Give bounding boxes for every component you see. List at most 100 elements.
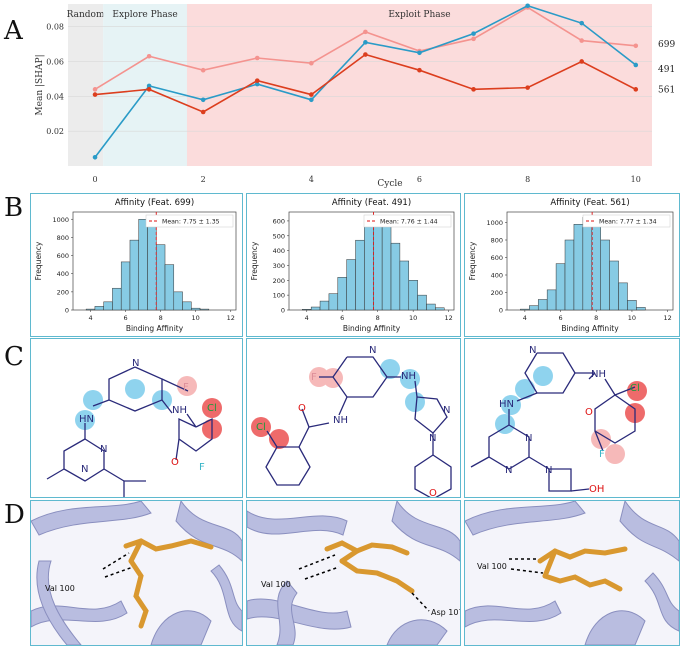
- histogram-bar: [85, 308, 96, 311]
- x-tick-label: 6: [340, 314, 344, 322]
- series-point-561: [92, 92, 98, 97]
- docking-pose-3: Val 100: [465, 501, 679, 645]
- residue-label: Asp 107: [431, 608, 460, 617]
- docking-panel-2: Val 100 Asp 107: [246, 500, 461, 646]
- histogram-title: Affinity (Feat. 699): [115, 198, 194, 208]
- shap-line-chart: Random Explore Phase Exploit Phase 0.02 0.04…: [35, 3, 675, 189]
- feature-highlight-491: [495, 414, 515, 434]
- y-tick-label: 0: [65, 307, 69, 315]
- y-tick-label: 0.02: [46, 127, 64, 136]
- feature-highlight-491: [125, 379, 145, 399]
- residue-label: Val 100: [261, 580, 291, 589]
- x-tick-label: 4: [305, 314, 309, 322]
- histogram-bar: [381, 225, 392, 311]
- y-tick-label: 0.04: [46, 92, 64, 101]
- protein-ribbon: [465, 501, 679, 645]
- x-axis-label: Cycle: [377, 179, 402, 189]
- atom-label: F: [599, 449, 605, 460]
- legend-box: [582, 214, 671, 228]
- feature-highlight-491: [75, 410, 95, 430]
- atom-label: Cl: [630, 383, 640, 394]
- histogram-bar: [390, 242, 401, 311]
- series-point-561: [471, 87, 476, 92]
- atom-label: O: [429, 488, 437, 497]
- x-tick-label: 10: [409, 314, 417, 322]
- legend-box: [145, 214, 234, 228]
- histogram-bar: [302, 309, 312, 311]
- hbond: [298, 554, 430, 612]
- panel-letter-d: D: [4, 500, 25, 530]
- atom-label: N: [505, 465, 512, 476]
- histogram-bar: [417, 294, 427, 311]
- y-axis-label: Frequency: [34, 241, 43, 280]
- histogram-bar: [582, 217, 593, 311]
- histogram-bar: [112, 287, 122, 311]
- molecule-structure-3: N NH HN N N O Cl N F OH: [470, 345, 647, 495]
- y-tick-label: 0.06: [46, 57, 64, 66]
- histogram-bar: [199, 308, 210, 311]
- feature-highlight-699: [605, 444, 625, 464]
- feature-highlight-699: [177, 376, 197, 396]
- histogram-bar: [364, 223, 374, 311]
- molecule-panel-1: F HN NH N N N O Cl F: [30, 338, 243, 498]
- y-tick-label: 200: [273, 277, 285, 285]
- phase-label: Random: [67, 10, 105, 20]
- histogram-bar: [426, 303, 436, 311]
- histogram-bar: [609, 260, 619, 311]
- hbond: [102, 552, 134, 578]
- residue-label: Val 100: [477, 562, 507, 571]
- docking-panel-1: Val 100: [30, 500, 243, 646]
- molecule-panel-3: N NH HN N N O Cl N F OH: [464, 338, 680, 498]
- series-point-491: [200, 97, 206, 103]
- y-tick-label: 200: [57, 288, 69, 296]
- histogram-bar: [319, 300, 330, 311]
- y-tick-label: 300: [273, 262, 285, 270]
- atom-label: F: [183, 382, 189, 393]
- series-point-561: [579, 59, 585, 64]
- ligand: [324, 540, 415, 594]
- legend-label: Mean: 7.76 ± 1.44: [380, 219, 438, 226]
- series-label-561: 561: [658, 85, 675, 95]
- histogram-bar: [529, 305, 539, 311]
- series-point-699: [200, 67, 206, 73]
- histogram-561: Affinity (Feat. 561) 0 200 400 600 800 1000 4 6 8…: [468, 198, 674, 333]
- x-tick-label: 4: [309, 175, 314, 184]
- series-point-491: [525, 3, 530, 9]
- series-point-699: [146, 53, 152, 59]
- x-tick-label: 0: [92, 175, 97, 184]
- phase-label: Exploit Phase: [388, 10, 450, 20]
- histogram-bar: [138, 219, 148, 311]
- x-tick-label: 2: [201, 175, 206, 184]
- y-tick-label: 0.08: [46, 23, 64, 32]
- series-point-561: [146, 87, 152, 92]
- y-axis-label: Frequency: [468, 241, 477, 280]
- atom-label: N: [429, 433, 436, 444]
- histogram-panel-699: Affinity (Feat. 699) 0 200 400 600 800 1000 4 6 8…: [30, 193, 243, 337]
- atom-label: O: [298, 403, 306, 414]
- y-tick-label: 0: [499, 307, 503, 315]
- x-tick-label: 12: [445, 314, 453, 322]
- x-tick-label: 6: [124, 314, 128, 322]
- atom-label: NH: [591, 369, 606, 380]
- feature-highlight-491: [533, 366, 553, 386]
- phase-band: [68, 4, 104, 166]
- feature-highlight-491: [83, 390, 103, 410]
- histogram-bar: [346, 259, 356, 311]
- histogram-bar: [147, 222, 157, 311]
- histogram-bar: [546, 289, 557, 311]
- atom-label: NH: [333, 415, 348, 426]
- histogram-panel-561: Affinity (Feat. 561) 0 200 400 600 800 1000 4 6 8…: [464, 193, 680, 337]
- series-point-699: [579, 38, 585, 43]
- phase-band: [103, 4, 187, 166]
- atom-label: NH: [401, 371, 416, 382]
- histogram-bar: [120, 261, 131, 311]
- histogram-491: Affinity (Feat. 491) 0 100 200 300 400 500 600 4…: [250, 198, 455, 333]
- series-point-491: [579, 20, 585, 26]
- y-axis-label: Frequency: [250, 241, 259, 280]
- hbond: [509, 558, 544, 574]
- y-tick-label: 400: [273, 247, 285, 255]
- y-tick-label: 200: [491, 289, 503, 297]
- x-tick-label: 6: [558, 314, 562, 322]
- y-tick-label: 800: [57, 234, 69, 242]
- molecule-bonds-2: [265, 356, 452, 497]
